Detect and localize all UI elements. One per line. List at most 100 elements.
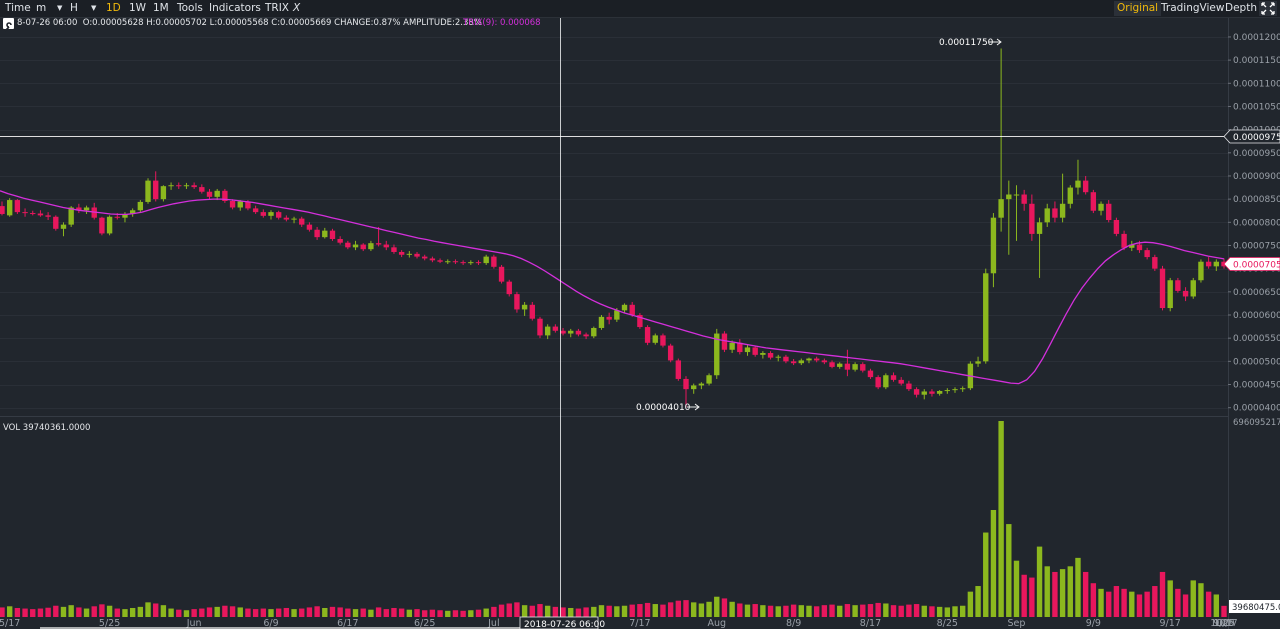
interval-1d-button[interactable]: 1D [106, 2, 121, 14]
candle-body [352, 244, 359, 248]
volume-bar [314, 606, 320, 617]
candle-body [76, 207, 82, 211]
volume-bar [529, 605, 535, 617]
time-tick-label: 6/17 [337, 618, 358, 629]
fullscreen-icon[interactable] [1259, 1, 1277, 16]
volume-bar [552, 606, 559, 617]
volume-bar [990, 510, 997, 617]
volume-bar [767, 605, 774, 617]
volume-bar [30, 609, 36, 617]
volume-bar [1082, 571, 1089, 617]
time-button[interactable]: Time [5, 2, 31, 14]
candle-body [437, 260, 443, 262]
volume-bar [91, 606, 97, 617]
hour-chevron-down-icon[interactable]: ▼ [91, 4, 97, 12]
hour-interval-dropdown[interactable]: H [70, 2, 78, 14]
candle-body [537, 318, 543, 336]
volume-bar [1198, 583, 1204, 617]
volume-bar [153, 603, 159, 617]
candle-body [621, 304, 628, 311]
candle-body [1029, 203, 1035, 234]
candle-body [714, 333, 720, 376]
volume-bar [706, 601, 712, 617]
volume-bar [176, 609, 182, 617]
indicators-menu[interactable]: Indicators [209, 2, 261, 14]
volume-bar [1075, 557, 1081, 617]
candle-body [422, 256, 428, 259]
candle-body [767, 353, 774, 358]
candle-body [1059, 203, 1066, 218]
volume-bar [60, 606, 67, 617]
volume-bar [952, 606, 958, 617]
candle-body [137, 201, 144, 211]
volume-bar [22, 608, 28, 617]
minute-interval-dropdown[interactable]: m [36, 2, 47, 14]
ohlc-info-bar: 8-07-26 06:00 O:0.00005628 H:0.00005702 … [0, 18, 560, 32]
candle-body [1167, 280, 1173, 309]
remove-trix-button[interactable]: X [293, 2, 301, 14]
volume-bar [452, 610, 459, 617]
candle-body [691, 385, 697, 390]
candle-body [790, 361, 797, 364]
volume-bar [76, 607, 82, 617]
candle-body [60, 224, 67, 229]
candle-body [944, 390, 951, 392]
tradingview-button[interactable]: TradingView [1161, 2, 1225, 14]
time-tick-label: 9/9 [1086, 618, 1101, 629]
volume-bar [260, 608, 266, 617]
candle-body [598, 316, 605, 328]
volume-bar [975, 586, 981, 617]
candle-body [1136, 244, 1143, 251]
candle-body [906, 383, 912, 390]
volume-bar [1098, 588, 1104, 617]
original-view-button[interactable]: Original [1114, 1, 1162, 16]
crosshair-time-tag: 2018-07-26 06:00 [519, 616, 605, 629]
volume-bar [737, 603, 743, 617]
volume-bar [721, 598, 728, 617]
volume-bar [475, 609, 482, 617]
interval-1w-button[interactable]: 1W [129, 2, 147, 14]
wrench-icon[interactable] [3, 18, 14, 32]
volume-bar [798, 605, 804, 617]
candle-body [368, 243, 374, 250]
candle-body [260, 212, 266, 216]
volume-bar [1129, 591, 1135, 617]
time-tick-label: 6/9 [263, 618, 278, 629]
volume-bar [45, 607, 51, 617]
candle-body [737, 342, 743, 353]
volume-bar [936, 606, 943, 617]
volume-bar [1182, 594, 1189, 617]
crosshair-price-label: 0.00009753 [1233, 133, 1280, 143]
interval-1m-button[interactable]: 1M [153, 2, 169, 14]
volume-bar [568, 607, 574, 617]
volume-bar [1067, 566, 1073, 617]
high-annotation-label: 0.00011750 [939, 38, 994, 48]
volume-bar [1090, 583, 1097, 617]
volume-bar [1190, 580, 1196, 617]
trix-indicator-chip[interactable]: TRIX [265, 2, 289, 14]
depth-button[interactable]: Depth [1225, 2, 1257, 14]
candle-body [1106, 203, 1112, 220]
candle-body [1152, 257, 1158, 269]
volume-bar [813, 606, 820, 617]
candle-body [114, 216, 120, 218]
last-price-tag: 0.00007054 [1223, 257, 1280, 271]
volume-bar [137, 606, 144, 617]
volume-bar [122, 609, 128, 617]
volume-bar [445, 610, 451, 617]
volume-bar [160, 605, 167, 617]
candle-body [483, 256, 489, 264]
time-tick-label: 9/25 [1213, 618, 1234, 629]
volume-bar [752, 604, 758, 617]
volume-max-label: 696095217.00 [1233, 418, 1280, 428]
candle-body [1075, 180, 1081, 188]
volume-bar [890, 605, 897, 617]
minute-chevron-down-icon[interactable]: ▼ [57, 4, 63, 12]
volume-bar [967, 591, 974, 617]
volume-bar [360, 608, 366, 617]
candle-body [629, 304, 635, 315]
tools-menu[interactable]: Tools [177, 2, 203, 14]
